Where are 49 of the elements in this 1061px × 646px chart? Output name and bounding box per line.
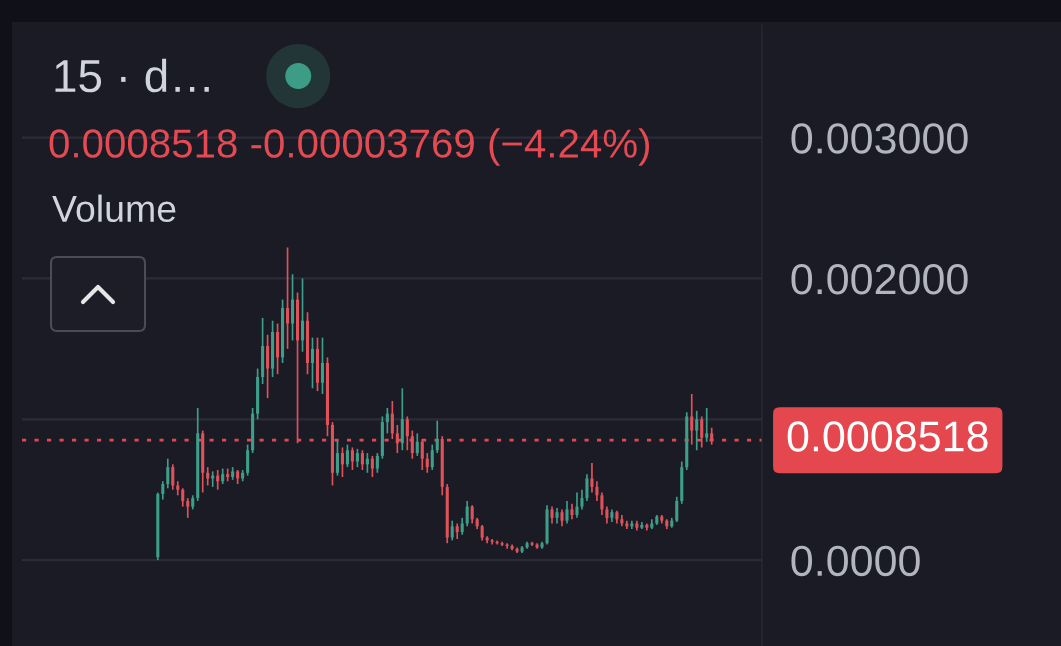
y-tick-label: 0.0000: [791, 545, 920, 577]
candlestick: [161, 480, 165, 501]
candlestick: [470, 504, 474, 525]
candlestick: [345, 443, 349, 468]
candlestick: [400, 387, 404, 452]
candlestick: [430, 443, 434, 471]
y-tick-label: 0.002000: [791, 264, 968, 295]
candlestick: [360, 449, 364, 471]
candlestick: [705, 407, 709, 443]
candlestick: [450, 519, 454, 542]
candlestick: [390, 400, 394, 440]
candlestick: [590, 462, 594, 494]
candlestick: [585, 473, 589, 502]
ref-line-label: 0.0008518: [787, 421, 988, 452]
candlestick: [171, 463, 175, 491]
text: 0.0008518 -0.00003769 (−4.24%): [49, 128, 650, 166]
candlestick: [575, 491, 579, 519]
candlestick: [425, 452, 429, 474]
candlestick: [186, 497, 190, 519]
candlestick: [335, 439, 339, 477]
candlestick: [355, 448, 359, 468]
candlestick: [370, 455, 374, 478]
candlestick: [286, 246, 290, 350]
candlestick: [290, 273, 295, 342]
candlestick: [435, 419, 439, 454]
candlestick: [415, 432, 419, 457]
candlestick: [465, 500, 469, 528]
candlestick: [340, 446, 344, 478]
candlestick: [595, 480, 599, 502]
text: 15 · d…: [55, 58, 209, 93]
y-tick-label: 0.003000: [791, 123, 968, 154]
candlestick: [600, 491, 604, 516]
candlestick: [375, 452, 379, 474]
candlestick: [166, 457, 170, 490]
candlestick: [181, 487, 185, 508]
annotation: Volume: [52, 194, 176, 223]
candlestick: [690, 393, 694, 446]
candlestick: [266, 333, 270, 399]
candlestick: [565, 500, 569, 525]
candlestick: [675, 495, 679, 523]
candlestick: [350, 446, 354, 471]
candlestick: [320, 336, 325, 395]
candlestick: [246, 443, 250, 477]
candlestick: [300, 277, 305, 353]
candlestick: [695, 410, 699, 452]
candlestick: [580, 488, 584, 511]
candlestick: [405, 415, 409, 452]
candlestick: [385, 407, 389, 435]
candlestick: [310, 336, 315, 390]
